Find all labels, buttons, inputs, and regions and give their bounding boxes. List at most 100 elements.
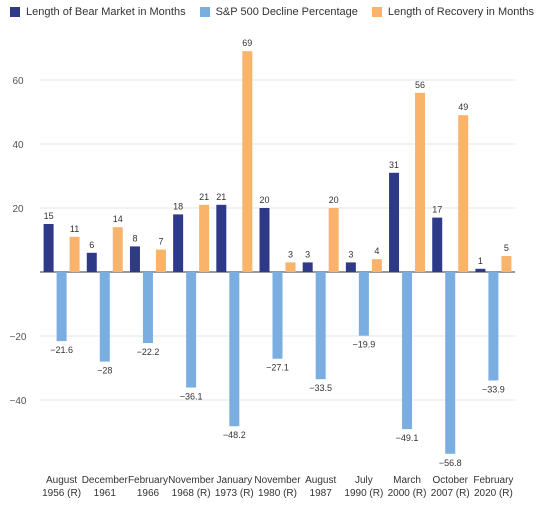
y-tick-label: 20 <box>12 204 24 215</box>
bar <box>242 51 253 273</box>
data-label: 8 <box>132 233 137 243</box>
data-label: −28 <box>97 366 112 376</box>
x-tick-label: 1966 <box>137 488 160 499</box>
bar <box>56 272 67 342</box>
x-tick-label: 1990 (R) <box>344 488 383 499</box>
x-tick-label: January <box>217 475 253 486</box>
bar <box>445 272 456 454</box>
chart-legend: Length of Bear Market in Months S&P 500 … <box>10 6 534 18</box>
y-tick-label: −40 <box>10 396 27 407</box>
x-tick-label: November <box>168 475 215 486</box>
data-label: 3 <box>288 249 293 259</box>
data-label: 14 <box>113 214 123 224</box>
x-tick-label: 2000 (R) <box>388 488 427 499</box>
x-tick-label: March <box>393 475 421 486</box>
data-label: 4 <box>374 246 379 256</box>
x-tick-label: February <box>128 475 168 486</box>
bar <box>315 272 326 380</box>
bar <box>501 256 512 272</box>
data-label: 11 <box>70 224 79 234</box>
bar <box>345 262 356 272</box>
x-tick-label: 1973 (R) <box>215 488 254 499</box>
bar <box>358 272 369 336</box>
bar <box>186 272 197 388</box>
legend-swatch-recovery <box>371 7 382 17</box>
bar <box>155 249 166 272</box>
data-label: 20 <box>259 195 269 205</box>
data-label: −33.5 <box>309 383 332 393</box>
data-label: 1 <box>478 256 483 266</box>
x-tick-label: 1980 (R) <box>258 488 297 499</box>
data-label: 21 <box>216 192 226 202</box>
bar <box>285 262 296 272</box>
bar <box>229 272 240 427</box>
x-tick-label: 2020 (R) <box>474 488 513 499</box>
bar <box>173 214 184 272</box>
bar <box>402 272 413 430</box>
data-label: 5 <box>504 243 509 253</box>
data-label: 7 <box>158 237 163 247</box>
data-label: 3 <box>305 249 310 259</box>
bar <box>272 272 283 359</box>
data-label: 3 <box>348 249 353 259</box>
data-label: 17 <box>432 205 442 215</box>
bar <box>458 115 469 272</box>
data-label: 21 <box>199 192 209 202</box>
data-label: −21.6 <box>50 345 73 355</box>
bar <box>259 208 270 272</box>
data-label: 56 <box>415 80 425 90</box>
x-tick-label: 1961 <box>94 488 117 499</box>
bar <box>142 272 153 344</box>
legend-label-recovery: Length of Recovery in Months <box>387 6 535 18</box>
data-label: −56.8 <box>439 458 462 468</box>
bar <box>302 262 313 272</box>
bar <box>99 272 110 362</box>
data-label: 18 <box>173 201 183 211</box>
legend-item-bear-length: Length of Bear Market in Months <box>10 6 186 18</box>
bar <box>488 272 499 381</box>
bar <box>389 172 400 272</box>
bar <box>69 236 80 272</box>
bar <box>129 246 140 272</box>
data-label: −27.1 <box>266 363 289 373</box>
bar <box>43 224 54 272</box>
bar <box>112 227 123 272</box>
data-label: 6 <box>89 240 94 250</box>
x-tick-label: November <box>254 475 301 486</box>
legend-label-bear-length: Length of Bear Market in Months <box>26 6 186 18</box>
x-tick-label: August <box>46 475 77 486</box>
bar <box>328 208 339 272</box>
bar <box>216 204 227 272</box>
data-label: 15 <box>44 211 54 221</box>
x-tick-label: July <box>355 475 373 486</box>
bar <box>415 92 426 272</box>
y-tick-label: 60 <box>12 76 24 87</box>
x-tick-label: 1968 (R) <box>172 488 211 499</box>
data-label: −36.1 <box>180 392 203 402</box>
y-tick-label: 40 <box>12 140 24 151</box>
data-label: −22.2 <box>137 347 160 357</box>
data-label: −19.9 <box>352 340 375 350</box>
legend-label-decline: S&P 500 Decline Percentage <box>215 6 358 18</box>
x-tick-label: December <box>82 475 129 486</box>
data-label: −33.9 <box>482 384 505 394</box>
x-tick-label: 1987 <box>310 488 333 499</box>
bar <box>199 204 210 272</box>
data-label: 31 <box>389 160 399 170</box>
legend-swatch-bear-length <box>10 7 20 17</box>
bar <box>86 252 97 272</box>
bar <box>475 268 486 272</box>
x-tick-label: February <box>473 475 513 486</box>
x-tick-label: 1956 (R) <box>42 488 81 499</box>
x-tick-label: August <box>305 475 336 486</box>
bar <box>432 217 443 272</box>
data-label: −48.2 <box>223 430 246 440</box>
data-label: 49 <box>458 102 468 112</box>
legend-item-decline: S&P 500 Decline Percentage <box>199 6 358 18</box>
y-tick-label: −20 <box>10 332 27 343</box>
data-label: −49.1 <box>396 433 419 443</box>
x-tick-label: 2007 (R) <box>431 488 470 499</box>
bar <box>371 259 382 272</box>
x-tick-label: October <box>432 475 468 486</box>
